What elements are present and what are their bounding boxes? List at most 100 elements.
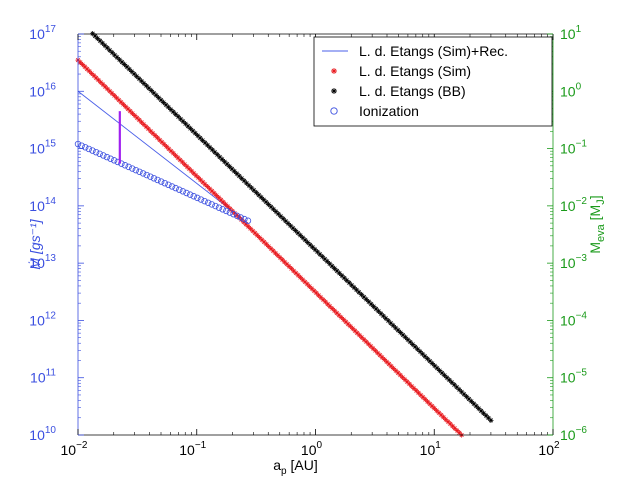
legend: L. d. Etangs (Sim)+Rec. L. d. Etangs (Sim… — [313, 36, 553, 127]
data-point — [147, 173, 154, 180]
data-point — [290, 225, 296, 231]
data-point — [86, 68, 92, 74]
data-point — [138, 119, 145, 125]
legend-label: L. d. Etangs (Sim)+Rec. — [359, 43, 508, 59]
data-point — [234, 212, 240, 218]
y-tick-label: 1012 — [29, 310, 56, 328]
data-point — [192, 130, 198, 136]
data-point — [100, 81, 106, 88]
data-point — [417, 348, 423, 355]
data-point — [132, 166, 140, 174]
data-point — [224, 161, 230, 167]
data-point — [219, 206, 226, 213]
data-point — [331, 308, 338, 314]
x-axis-label: ap [AU] — [273, 457, 317, 477]
x-tick-label: 101 — [420, 440, 442, 458]
data-point — [179, 159, 186, 165]
data-point — [272, 250, 279, 256]
data-point — [347, 323, 353, 329]
data-point — [424, 399, 431, 405]
data-point — [129, 68, 135, 75]
data-point — [152, 132, 158, 139]
data-point — [118, 160, 125, 167]
data-point — [145, 126, 151, 132]
data-point — [116, 57, 123, 63]
data-point — [306, 283, 313, 289]
data-point — [365, 341, 372, 347]
data-point — [302, 237, 308, 243]
data-point — [446, 377, 452, 383]
data-point — [320, 297, 326, 303]
data-point — [209, 147, 215, 153]
data-point — [173, 111, 179, 117]
data-point — [393, 368, 399, 374]
data-point — [263, 199, 269, 205]
data-point — [415, 390, 422, 396]
data-point — [368, 301, 374, 307]
data-point — [153, 92, 159, 98]
data-point — [216, 195, 222, 201]
data-point — [444, 375, 450, 381]
data-point — [177, 157, 183, 163]
data-point — [284, 261, 290, 267]
data-point — [170, 109, 176, 115]
data-point — [226, 209, 234, 216]
data-point — [322, 256, 328, 262]
data-point — [431, 405, 437, 411]
data-point — [163, 102, 169, 108]
data-point — [266, 243, 272, 250]
data-point — [89, 70, 95, 77]
data-point — [254, 232, 260, 238]
data-point — [158, 97, 164, 103]
data-point — [388, 320, 394, 326]
data-point — [336, 312, 342, 318]
data-point — [244, 217, 252, 224]
data-point — [268, 246, 274, 252]
data-point — [293, 270, 299, 276]
data-point — [449, 423, 456, 429]
data-point — [454, 427, 460, 434]
data-point — [85, 145, 93, 153]
data-point — [402, 376, 408, 383]
data-point — [363, 296, 369, 302]
data-point — [440, 414, 447, 420]
series-asterisk — [75, 57, 465, 438]
data-point — [124, 64, 130, 70]
data-point — [353, 287, 360, 293]
data-point — [136, 117, 142, 123]
data-point — [243, 180, 250, 186]
y2-tick-label: 10−4 — [560, 310, 587, 328]
data-point — [297, 232, 303, 238]
data-point — [317, 251, 323, 257]
data-point — [334, 268, 340, 274]
data-point — [109, 90, 115, 96]
data-point — [397, 372, 403, 378]
data-point — [420, 394, 426, 400]
data-point — [138, 78, 145, 84]
data-point — [375, 350, 381, 356]
data-point — [346, 280, 352, 286]
y2-tick-label: 10−6 — [560, 425, 587, 443]
data-point — [154, 176, 161, 184]
y-tick-label: 1017 — [29, 24, 56, 42]
data-point — [270, 206, 277, 212]
data-point — [338, 314, 344, 321]
x-tick-label: 102 — [538, 440, 560, 458]
data-point — [111, 93, 117, 99]
data-point — [195, 175, 201, 181]
data-point — [261, 239, 267, 245]
data-point — [454, 384, 460, 390]
data-point — [390, 322, 396, 329]
data-point — [182, 121, 189, 127]
data-point — [379, 354, 385, 360]
data-point — [390, 365, 397, 372]
data-point — [143, 83, 150, 89]
y-axis-label: Ṁ [gs⁻¹] — [27, 218, 43, 269]
data-point — [157, 178, 165, 185]
data-point — [344, 277, 350, 283]
data-point — [166, 146, 172, 152]
data-point — [246, 182, 252, 189]
data-point — [126, 66, 132, 72]
data-point — [109, 49, 115, 56]
data-point — [188, 168, 195, 174]
